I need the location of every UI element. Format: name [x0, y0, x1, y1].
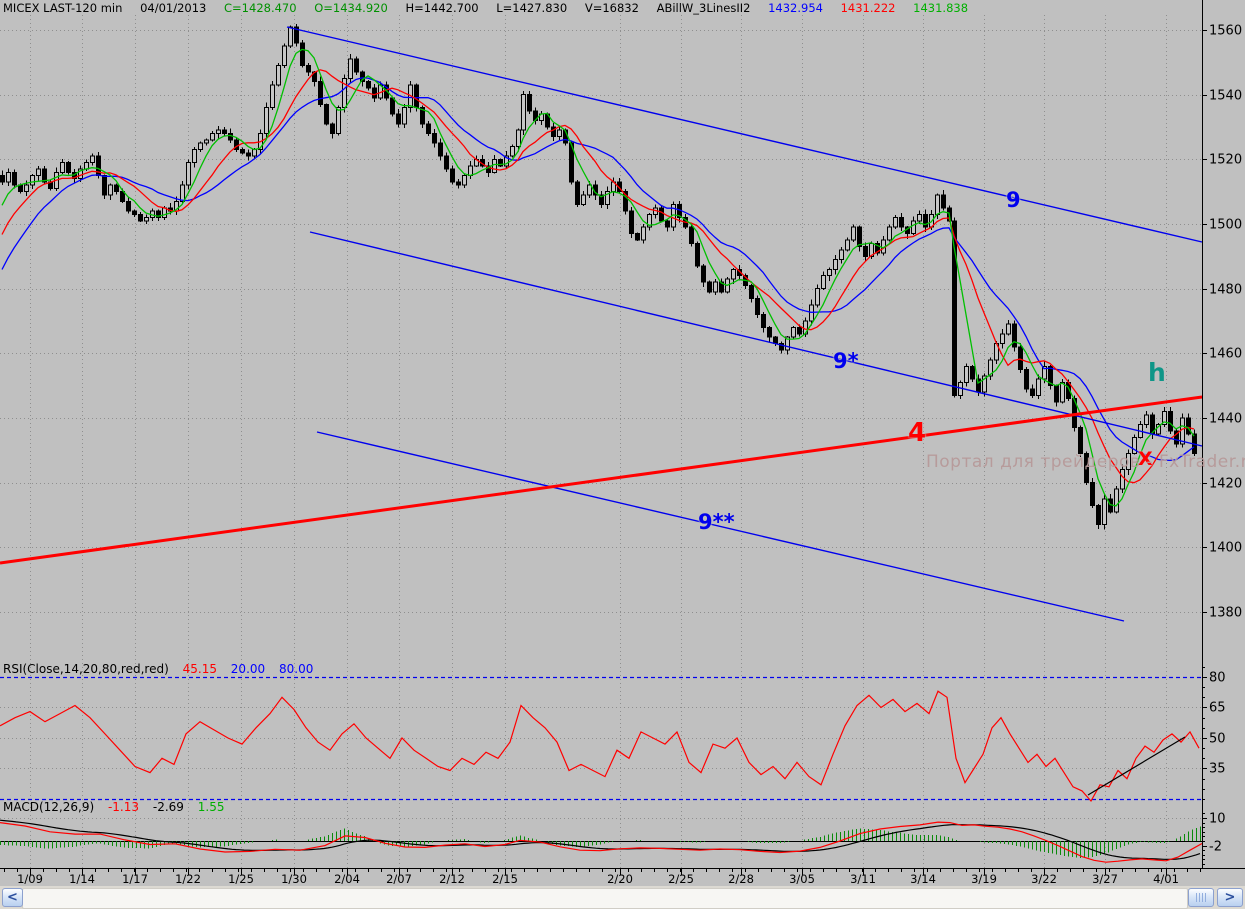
- scroll-right-button[interactable]: >: [1217, 888, 1243, 907]
- date-tick-label: 3/05: [789, 872, 815, 886]
- close-value: C=1428.470: [224, 1, 297, 15]
- date-tick-label: 2/07: [386, 872, 412, 886]
- axes: [0, 0, 1245, 869]
- axis-tick-label: 80: [1209, 671, 1226, 686]
- axis-tick-label: 1520: [1209, 153, 1242, 168]
- chart-canvas[interactable]: 1560 1540 1520 1500 1480 1460 1440 1420 1400 1380…: [0, 0, 1245, 886]
- axis-tick-label: 65: [1209, 701, 1226, 716]
- date-tick-label: 1/25: [228, 872, 254, 886]
- axis-tick-label: -2: [1209, 840, 1222, 855]
- macd-label-row: MACD(12,26,9) -1.13 -2.69 1.55: [3, 800, 234, 814]
- date-tick-label: 3/22: [1031, 872, 1057, 886]
- date-tick-label: 2/15: [492, 872, 518, 886]
- date-tick-label: 3/19: [971, 872, 997, 886]
- candlesticks: [0, 24, 1197, 530]
- date-tick-label: 4/01: [1153, 872, 1179, 886]
- axis-tick-label: 1420: [1209, 477, 1242, 492]
- macd-signal-value: -2.69: [152, 800, 184, 814]
- scrollbar-thumb[interactable]: [1188, 888, 1214, 907]
- rsi-name: RSI(Close,14,20,80,red,red): [3, 662, 169, 676]
- grid: [0, 15, 1202, 868]
- date-tick-label: 2/20: [607, 872, 633, 886]
- x-marker[interactable]: X: [1138, 448, 1153, 470]
- scrollbar-track[interactable]: [22, 888, 1188, 909]
- h-marker[interactable]: h: [1148, 358, 1166, 387]
- scroll-left-button[interactable]: <: [2, 888, 23, 907]
- macd-value: -1.13: [107, 800, 140, 814]
- ma-lines: [1, 48, 1195, 507]
- chevron-left-icon: <: [7, 890, 18, 905]
- axis-tick-label: 1460: [1209, 347, 1242, 362]
- chart-header: MICEX LAST-120 min 04/01/2013 C=1428.470…: [3, 1, 982, 15]
- axis-tick-label: 1400: [1209, 541, 1242, 556]
- high-value: H=1442.700: [405, 1, 479, 15]
- symbol-label: MICEX LAST-120 min: [3, 1, 123, 15]
- axis-tick-label: 35: [1209, 762, 1226, 777]
- rsi-levels: [0, 676, 1202, 801]
- volume-value: V=16832: [584, 1, 639, 15]
- open-value: O=1434.920: [314, 1, 388, 15]
- rsi-panel: [0, 690, 1200, 803]
- date-tick-label: 1/14: [69, 872, 95, 886]
- date-axis: 1/09 1/14 1/17 1/22 1/25 1/30 2/04 2/07 2/12 2/15…: [4, 868, 1201, 886]
- date-tick-label: 2/12: [439, 872, 465, 886]
- axis-tick-label: 1560: [1209, 24, 1242, 39]
- date-tick-label: 1/30: [281, 872, 307, 886]
- date-label: 04/01/2013: [140, 1, 207, 15]
- price-axis: 1560 1540 1520 1500 1480 1460 1440 1420 1400 1380: [1202, 24, 1242, 621]
- date-tick-label: 1/22: [175, 872, 201, 886]
- axis-tick-label: 1480: [1209, 283, 1242, 298]
- axis-tick-label: 1380: [1209, 606, 1242, 621]
- ma-red-value: 1431.222: [840, 1, 896, 15]
- trendlines: [0, 26, 1203, 622]
- axis-tick-label: 1540: [1209, 89, 1242, 104]
- date-tick-label: 2/25: [668, 872, 694, 886]
- rsi-label-row: RSI(Close,14,20,80,red,red) 45.15 20.00 …: [3, 662, 323, 676]
- date-tick-label: 1/09: [17, 872, 43, 886]
- macd-name: MACD(12,26,9): [3, 800, 95, 814]
- ma-green-value: 1431.838: [913, 1, 969, 15]
- date-tick-label: 3/27: [1092, 872, 1118, 886]
- low-value: L=1427.830: [496, 1, 568, 15]
- axis-tick-label: 1440: [1209, 412, 1242, 427]
- date-tick-label: 2/04: [334, 872, 360, 886]
- rsi-value: 45.15: [182, 662, 217, 676]
- rsi-level-low: 20.00: [230, 662, 266, 676]
- date-tick-label: 3/11: [850, 872, 876, 886]
- watermark: Портал для трейдеров - FxTrader.ru: [926, 452, 1245, 472]
- ma-blue-value: 1432.954: [768, 1, 823, 15]
- axis-tick-label: 1500: [1209, 218, 1242, 233]
- axis-tick-label: 50: [1209, 732, 1226, 747]
- chevron-right-icon: >: [1224, 890, 1236, 905]
- trendline-label-4[interactable]: 4: [908, 418, 927, 448]
- macd-axis: 10 -2: [1202, 812, 1226, 865]
- rsi-axis: 80 65 50 35: [1202, 667, 1226, 800]
- horizontal-scrollbar: < >: [0, 886, 1245, 909]
- date-tick-label: 2/28: [728, 872, 754, 886]
- indicator-name: ABillW_3LinesII2: [656, 1, 751, 15]
- macd-panel: [0, 819, 1203, 863]
- date-tick-label: 3/14: [910, 872, 936, 886]
- channel-label-9s[interactable]: 9*: [833, 349, 859, 373]
- channel-label-9[interactable]: 9: [1006, 188, 1021, 212]
- axis-tick-label: 10: [1209, 812, 1226, 827]
- channel-label-9ss[interactable]: 9**: [698, 510, 735, 534]
- macd-hist-value: 1.55: [197, 800, 225, 814]
- date-tick-label: 1/17: [122, 872, 148, 886]
- rsi-level-high: 80.00: [278, 662, 314, 676]
